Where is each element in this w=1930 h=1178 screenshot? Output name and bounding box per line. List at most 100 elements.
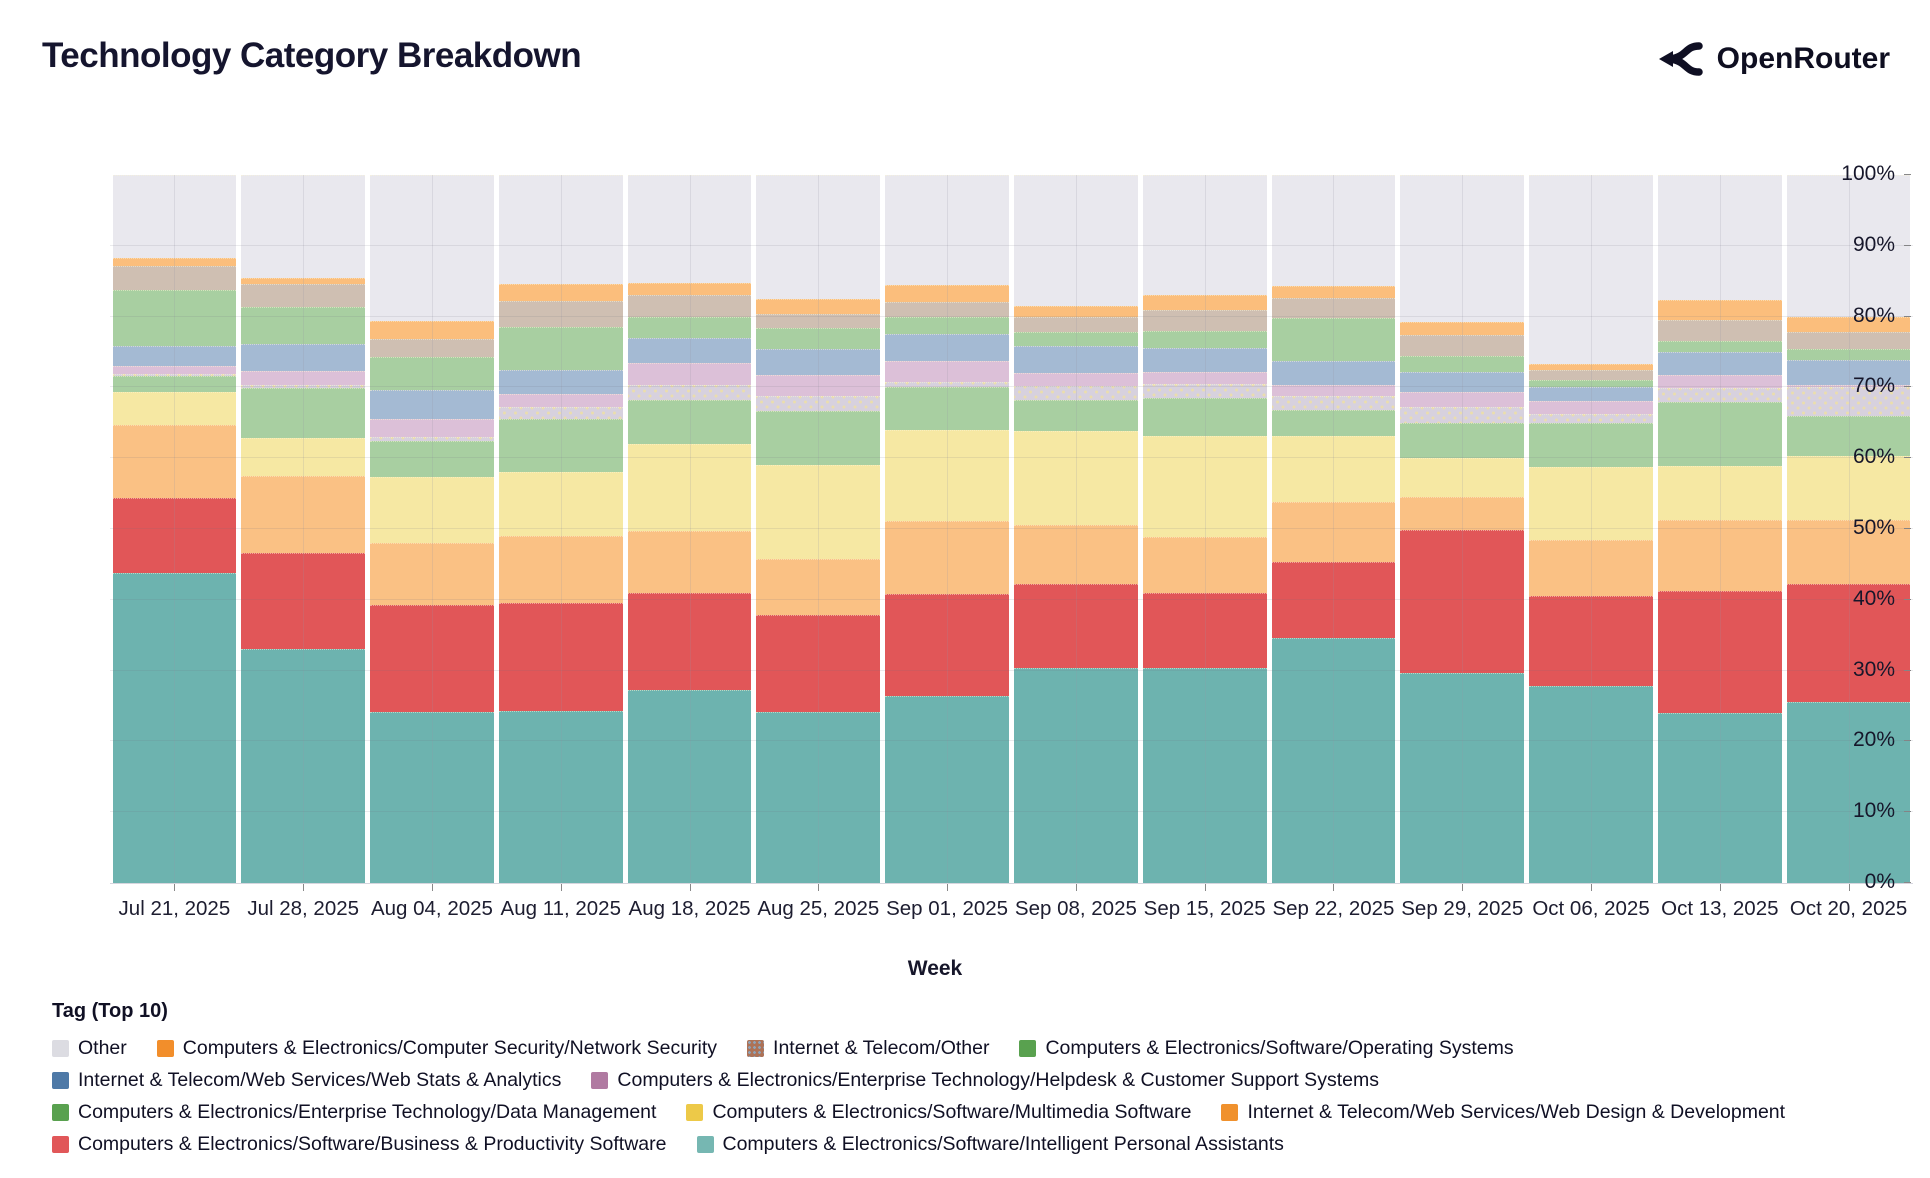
- bar-segment[interactable]: [1786, 519, 1911, 584]
- bar-segment[interactable]: [370, 437, 494, 442]
- bar-segment[interactable]: [370, 604, 494, 713]
- legend-item[interactable]: Computers & Electronics/Software/Multime…: [686, 1101, 1191, 1124]
- bar-segment[interactable]: [1142, 347, 1267, 372]
- bar-segment[interactable]: [885, 360, 1009, 382]
- bar-segment[interactable]: [1013, 583, 1138, 669]
- bar-segment[interactable]: [498, 603, 623, 711]
- bar-segment[interactable]: [1142, 371, 1267, 384]
- bar-segment[interactable]: [1400, 355, 1525, 372]
- bar-segment[interactable]: [1271, 395, 1396, 411]
- bar-segment[interactable]: [1142, 175, 1267, 296]
- bar-segment[interactable]: [1657, 590, 1782, 714]
- bar-segment[interactable]: [1786, 316, 1911, 333]
- bar-segment[interactable]: [885, 381, 1009, 387]
- bar-segment[interactable]: [112, 497, 237, 573]
- bar-segment[interactable]: [112, 257, 237, 266]
- bar-segment[interactable]: [756, 558, 881, 615]
- bar-segment[interactable]: [1013, 306, 1138, 318]
- bar-segment[interactable]: [498, 301, 623, 327]
- bar-segment[interactable]: [498, 326, 623, 371]
- bar-segment[interactable]: [1271, 298, 1396, 319]
- bar-segment[interactable]: [112, 424, 237, 498]
- bar-segment[interactable]: [627, 531, 752, 594]
- bar-segment[interactable]: [1013, 317, 1138, 332]
- bar-segment[interactable]: [1529, 175, 1653, 365]
- bar-segment[interactable]: [498, 393, 623, 407]
- bar-segment[interactable]: [627, 175, 752, 284]
- bar-segment[interactable]: [112, 376, 237, 393]
- legend-item[interactable]: Computers & Electronics/Software/Busines…: [52, 1133, 667, 1156]
- bar-segment[interactable]: [1142, 435, 1267, 537]
- bar-segment[interactable]: [370, 712, 494, 883]
- bar-segment[interactable]: [1529, 539, 1653, 596]
- bar-segment[interactable]: [627, 295, 752, 317]
- bar-segment[interactable]: [627, 689, 752, 883]
- bar-segment[interactable]: [1013, 331, 1138, 347]
- bar-segment[interactable]: [241, 553, 366, 650]
- bar-segment[interactable]: [1142, 536, 1267, 594]
- bar-segment[interactable]: [241, 649, 366, 883]
- bar-segment[interactable]: [1271, 562, 1396, 639]
- legend-item[interactable]: Other: [52, 1037, 127, 1060]
- bar-segment[interactable]: [1400, 175, 1525, 322]
- bar-segment[interactable]: [627, 283, 752, 296]
- bar-segment[interactable]: [241, 343, 366, 372]
- bar-segment[interactable]: [370, 419, 494, 437]
- bar-segment[interactable]: [498, 284, 623, 302]
- bar-segment[interactable]: [1271, 360, 1396, 386]
- bar-segment[interactable]: [885, 386, 1009, 430]
- bar-segment[interactable]: [885, 333, 1009, 361]
- bar-segment[interactable]: [498, 175, 623, 285]
- legend-item[interactable]: Computers & Electronics/Computer Securit…: [156, 1037, 717, 1060]
- bar-segment[interactable]: [241, 307, 366, 344]
- bar-segment[interactable]: [885, 521, 1009, 595]
- bar-segment[interactable]: [1013, 668, 1138, 883]
- bar-segment[interactable]: [498, 419, 623, 473]
- bar-segment[interactable]: [1400, 529, 1525, 673]
- bar-segment[interactable]: [1657, 713, 1782, 883]
- bar-segment[interactable]: [756, 348, 881, 375]
- bar-segment[interactable]: [627, 385, 752, 401]
- bar-segment[interactable]: [756, 395, 881, 411]
- bar-segment[interactable]: [1142, 668, 1267, 883]
- legend-item[interactable]: Internet & Telecom/Web Services/Web Stat…: [52, 1069, 561, 1092]
- bar-segment[interactable]: [627, 316, 752, 338]
- bar-segment[interactable]: [1529, 370, 1653, 380]
- bar-segment[interactable]: [1529, 686, 1653, 883]
- bar-segment[interactable]: [1142, 295, 1267, 311]
- bar-segment[interactable]: [1657, 519, 1782, 591]
- bar-segment[interactable]: [1786, 583, 1911, 703]
- bar-segment[interactable]: [241, 388, 366, 439]
- bar-segment[interactable]: [112, 366, 237, 374]
- legend-item[interactable]: Computers & Electronics/Enterprise Techn…: [591, 1069, 1379, 1092]
- bar-segment[interactable]: [756, 464, 881, 559]
- bar-segment[interactable]: [241, 175, 366, 279]
- bar-segment[interactable]: [627, 593, 752, 690]
- bar-segment[interactable]: [370, 543, 494, 605]
- bar-segment[interactable]: [1400, 422, 1525, 458]
- bar-segment[interactable]: [627, 400, 752, 445]
- bar-segment[interactable]: [1786, 175, 1911, 317]
- bar-segment[interactable]: [756, 614, 881, 712]
- bar-segment[interactable]: [370, 357, 494, 391]
- bar-segment[interactable]: [627, 362, 752, 386]
- bar-segment[interactable]: [112, 392, 237, 425]
- bar-segment[interactable]: [1142, 330, 1267, 348]
- bar-segment[interactable]: [1529, 379, 1653, 388]
- bar-segment[interactable]: [1786, 386, 1911, 416]
- bar-segment[interactable]: [1400, 335, 1525, 356]
- bar-segment[interactable]: [112, 289, 237, 346]
- bar-segment[interactable]: [1529, 387, 1653, 401]
- bar-segment[interactable]: [1142, 398, 1267, 436]
- bar-segment[interactable]: [756, 374, 881, 396]
- bar-segment[interactable]: [1013, 175, 1138, 307]
- bar-segment[interactable]: [756, 175, 881, 299]
- legend-item[interactable]: Internet & Telecom/Other: [747, 1037, 989, 1060]
- bar-segment[interactable]: [370, 390, 494, 420]
- bar-segment[interactable]: [1271, 286, 1396, 299]
- bar-segment[interactable]: [1786, 415, 1911, 457]
- bar-segment[interactable]: [885, 175, 1009, 285]
- bar-segment[interactable]: [1142, 593, 1267, 669]
- bar-segment[interactable]: [1013, 386, 1138, 401]
- legend-item[interactable]: Computers & Electronics/Software/Operati…: [1019, 1037, 1514, 1060]
